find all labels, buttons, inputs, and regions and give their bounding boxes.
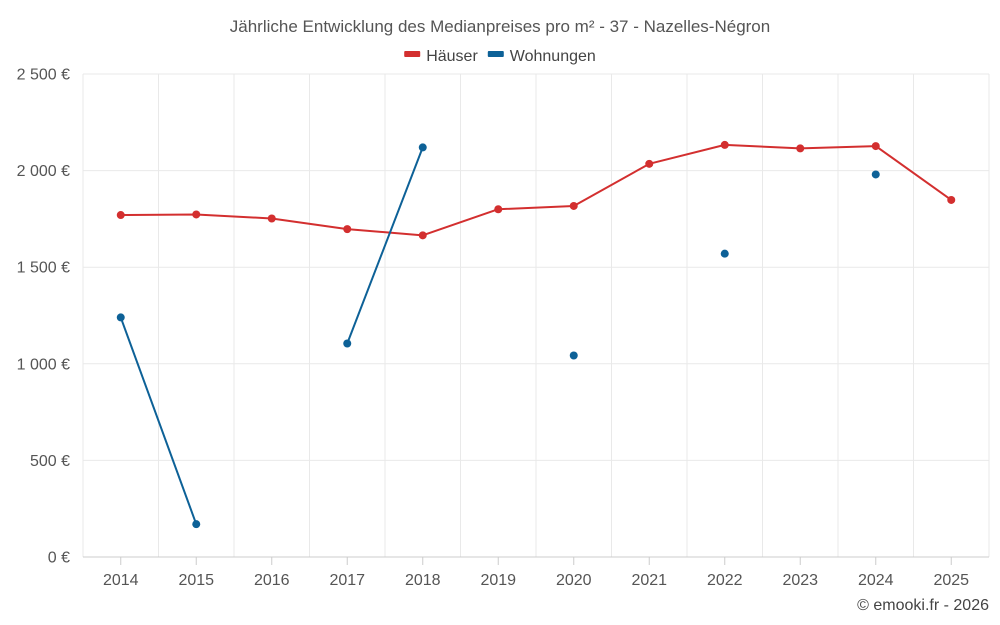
- y-tick-label: 2 000 €: [17, 163, 70, 180]
- data-point-wohnungen-2020[interactable]: [569, 351, 578, 360]
- series-layer: [116, 140, 956, 529]
- data-point-häuser-2019[interactable]: [494, 205, 503, 214]
- legend[interactable]: Häuser Wohnungen: [404, 48, 596, 65]
- data-point-wohnungen-2014[interactable]: [116, 313, 125, 322]
- data-point-häuser-2024[interactable]: [871, 142, 880, 151]
- x-tick-label: 2023: [782, 572, 818, 589]
- legend-swatch[interactable]: [404, 51, 421, 57]
- x-tick-label: 2024: [858, 572, 894, 589]
- series-wohnungen: [116, 143, 880, 529]
- data-point-häuser-2023[interactable]: [796, 144, 805, 153]
- data-point-häuser-2025[interactable]: [947, 195, 956, 204]
- data-point-häuser-2018[interactable]: [418, 231, 427, 240]
- series-line-wohnungen: [346, 147, 424, 344]
- data-point-wohnungen-2022[interactable]: [720, 249, 729, 258]
- x-tick-label: 2025: [933, 572, 969, 589]
- x-tick-label: 2022: [707, 572, 743, 589]
- y-tick-label: 1 500 €: [17, 260, 70, 277]
- data-point-häuser-2015[interactable]: [192, 210, 201, 219]
- data-point-wohnungen-2024[interactable]: [871, 170, 880, 179]
- data-point-wohnungen-2017[interactable]: [343, 339, 352, 348]
- x-tick-label: 2020: [556, 572, 592, 589]
- series-line-häuser: [120, 143, 952, 237]
- data-point-wohnungen-2018[interactable]: [418, 143, 427, 152]
- x-tick-label: 2016: [254, 572, 290, 589]
- y-tick-label: 500 €: [30, 453, 70, 470]
- x-tick-label: 2018: [405, 572, 441, 589]
- y-tick-label: 2 500 €: [17, 67, 70, 84]
- x-tick-label: 2017: [329, 572, 365, 589]
- data-point-wohnungen-2015[interactable]: [192, 520, 201, 529]
- credit-text: © emooki.fr - 2026: [857, 597, 989, 614]
- x-tick-label: 2019: [480, 572, 516, 589]
- chart-title: Jährliche Entwicklung des Medianpreises …: [230, 17, 770, 36]
- data-point-häuser-2017[interactable]: [343, 225, 352, 234]
- y-tick-label: 1 000 €: [17, 356, 70, 373]
- data-point-häuser-2022[interactable]: [720, 140, 729, 149]
- x-tick-label: 2014: [103, 572, 139, 589]
- data-point-häuser-2014[interactable]: [116, 211, 125, 220]
- legend-swatch[interactable]: [487, 51, 504, 57]
- data-point-häuser-2016[interactable]: [267, 214, 276, 223]
- data-point-häuser-2020[interactable]: [569, 201, 578, 210]
- legend-label[interactable]: Wohnungen: [510, 48, 596, 65]
- axes: 0 € 500 € 1 000 € 1 500 € 2 000 € 2 500 € 2014…: [17, 67, 989, 589]
- series-line-wohnungen: [119, 317, 198, 525]
- data-point-häuser-2021[interactable]: [645, 159, 654, 168]
- legend-label[interactable]: Häuser: [426, 48, 478, 65]
- x-tick-label: 2015: [178, 572, 214, 589]
- grid: [82, 73, 990, 557]
- y-tick-label: 0 €: [48, 550, 70, 567]
- series-häuser: [116, 140, 956, 240]
- x-tick-label: 2021: [631, 572, 667, 589]
